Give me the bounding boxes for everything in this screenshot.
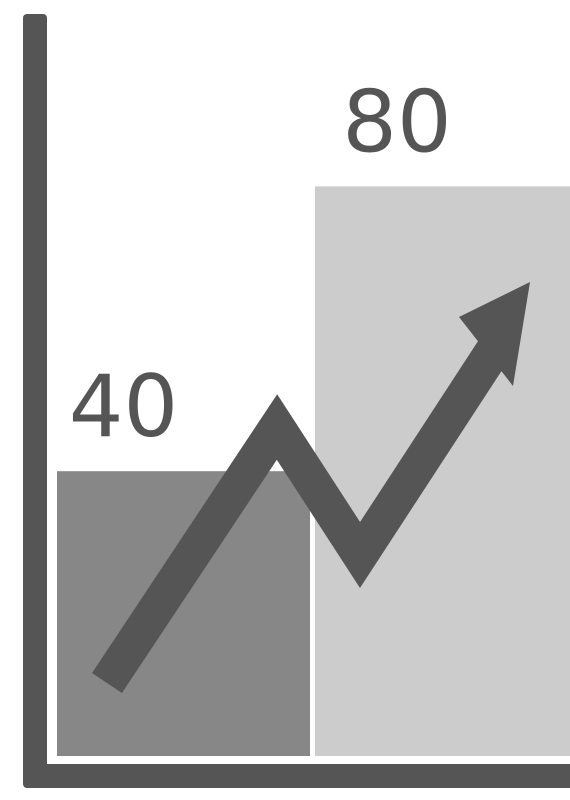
bar-2 <box>315 186 570 756</box>
data-label-1: 40 <box>69 357 178 457</box>
x-axis-line <box>23 764 570 788</box>
trend-arrow-group <box>92 282 530 693</box>
y-axis-line <box>23 14 47 786</box>
axes-group <box>23 14 570 788</box>
trend-arrow-line <box>92 335 513 693</box>
trend-arrowhead <box>459 282 530 386</box>
bars-group <box>57 186 570 756</box>
value-labels-group: 40 80 <box>69 72 452 457</box>
bar-1 <box>57 471 310 756</box>
data-label-2: 80 <box>342 72 451 172</box>
